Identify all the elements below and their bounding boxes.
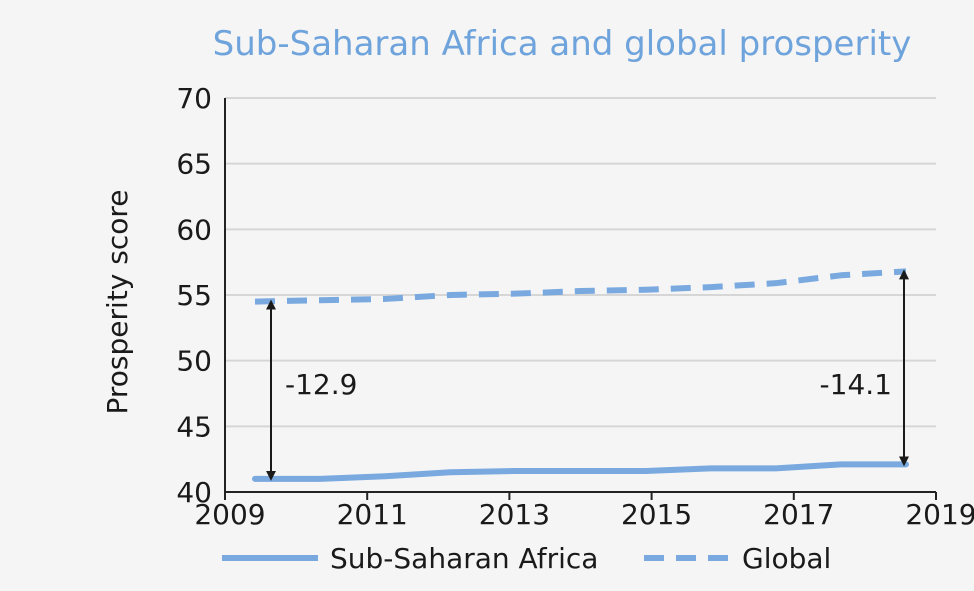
x-tick-label: 2013 (479, 498, 550, 531)
y-tick-label: 45 (176, 410, 212, 443)
chart-title: Sub-Saharan Africa and global prosperity (213, 24, 912, 64)
legend: Sub-Saharan Africa Global (222, 542, 831, 575)
y-tick-label: 65 (176, 148, 212, 181)
x-tick-label: 2015 (621, 498, 692, 531)
x-tick-label: 2011 (337, 498, 408, 531)
grid-lines (225, 97, 936, 428)
y-tick-labels: 40 45 50 55 60 65 70 (176, 82, 212, 509)
x-tick-label: 2017 (763, 498, 834, 531)
y-tick-label: 55 (176, 279, 212, 312)
y-tick-label: 50 (176, 345, 212, 378)
axes (224, 98, 936, 493)
series-line-global (254, 268, 907, 305)
y-tick-label: 60 (176, 213, 212, 246)
legend-label: Sub-Saharan Africa (330, 542, 598, 575)
x-tick-label: 2019 (905, 498, 974, 531)
y-tick-label: 40 (176, 476, 212, 509)
legend-label: Global (742, 542, 831, 575)
x-tick-labels: 2009 2011 2013 2015 2017 2019 (194, 492, 974, 531)
gap-annotations: -12.9 -14.1 (266, 269, 909, 481)
gap-label: -12.9 (285, 368, 357, 401)
x-tick-label: 2009 (194, 498, 265, 531)
series-lines (252, 268, 909, 482)
y-tick-label: 70 (176, 82, 212, 115)
series-line-sub-saharan-africa (252, 461, 909, 482)
gap-label: -14.1 (820, 368, 892, 401)
y-axis-label: Prosperity score (101, 190, 134, 415)
